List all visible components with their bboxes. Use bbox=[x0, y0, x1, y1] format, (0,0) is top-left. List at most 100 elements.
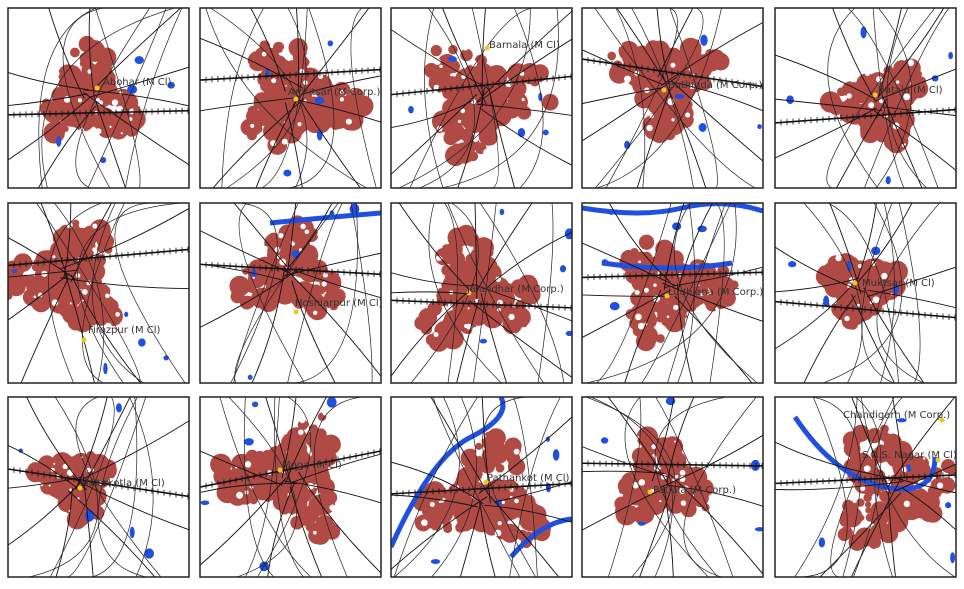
gap bbox=[105, 293, 110, 299]
water-body bbox=[846, 260, 852, 272]
road bbox=[82, 472, 94, 577]
road bbox=[829, 203, 862, 295]
urban-area bbox=[81, 483, 89, 491]
road bbox=[40, 203, 69, 281]
town-marker bbox=[872, 92, 878, 98]
gap bbox=[920, 519, 923, 523]
minor-road bbox=[441, 8, 559, 188]
gap bbox=[915, 120, 919, 124]
urban-area bbox=[453, 92, 471, 110]
panel-border bbox=[390, 7, 573, 189]
gap bbox=[115, 312, 120, 317]
urban-area bbox=[331, 121, 340, 130]
water-body bbox=[552, 449, 560, 461]
urban-area bbox=[61, 107, 81, 127]
gap bbox=[844, 315, 850, 322]
minor-road bbox=[822, 203, 903, 383]
water-body bbox=[18, 448, 23, 453]
gap bbox=[128, 117, 133, 121]
urban-area bbox=[886, 70, 907, 90]
minor-road bbox=[880, 203, 895, 383]
minor-road bbox=[398, 8, 531, 188]
urban-area bbox=[123, 115, 142, 134]
gap bbox=[244, 461, 252, 468]
gap bbox=[438, 285, 442, 289]
gap bbox=[416, 302, 420, 306]
water-body bbox=[600, 437, 609, 444]
map-panel: Abohar (M Cl) bbox=[7, 7, 190, 189]
road bbox=[459, 501, 482, 577]
road bbox=[775, 107, 878, 159]
water-body bbox=[565, 330, 572, 337]
town-marker bbox=[94, 85, 100, 91]
road bbox=[284, 397, 327, 485]
road bbox=[866, 266, 956, 298]
urban-area bbox=[28, 275, 36, 283]
road bbox=[391, 293, 467, 378]
gap bbox=[339, 97, 345, 102]
water-body bbox=[697, 225, 707, 233]
road bbox=[666, 484, 763, 507]
gap bbox=[626, 123, 633, 130]
urban-area bbox=[39, 285, 58, 305]
road bbox=[832, 8, 877, 103]
road bbox=[894, 463, 956, 492]
urban-area bbox=[45, 104, 62, 121]
gap bbox=[701, 244, 708, 251]
road bbox=[582, 49, 664, 86]
road bbox=[295, 8, 299, 94]
gap bbox=[286, 513, 292, 519]
minor-road bbox=[479, 203, 565, 383]
gap bbox=[52, 255, 56, 259]
urban-area bbox=[617, 477, 635, 495]
panel-content: Abohar (M Cl) bbox=[8, 8, 189, 188]
panel-border bbox=[7, 7, 190, 189]
minor-road bbox=[886, 8, 927, 188]
urban-area bbox=[656, 315, 664, 323]
road bbox=[481, 397, 491, 504]
gap bbox=[81, 289, 88, 295]
road bbox=[286, 203, 297, 279]
urban-area bbox=[294, 236, 310, 252]
urban-area bbox=[61, 71, 73, 83]
gap bbox=[336, 218, 343, 225]
urban-area bbox=[70, 47, 80, 58]
urban-area bbox=[75, 514, 88, 527]
minor-road bbox=[393, 397, 478, 577]
gap bbox=[666, 315, 670, 319]
gap bbox=[334, 235, 338, 239]
gap bbox=[838, 491, 844, 497]
urban-area bbox=[231, 453, 253, 476]
urban-area bbox=[685, 487, 699, 500]
road bbox=[442, 8, 487, 105]
gap bbox=[37, 501, 44, 508]
road bbox=[835, 98, 887, 188]
town-label: Abohar (M Cl) bbox=[103, 77, 172, 88]
road bbox=[60, 277, 189, 289]
road bbox=[608, 203, 671, 283]
urban-area bbox=[495, 94, 503, 102]
urban-area bbox=[885, 96, 899, 110]
gap bbox=[92, 247, 97, 253]
gap bbox=[89, 136, 92, 139]
urban-area bbox=[510, 306, 531, 328]
gap bbox=[423, 547, 430, 554]
map-panel: Hoshiarpur (M Cl) bbox=[199, 202, 382, 384]
gap bbox=[75, 273, 81, 278]
gap bbox=[491, 541, 496, 546]
urban-area bbox=[276, 62, 286, 72]
road bbox=[479, 501, 496, 577]
minor-road bbox=[62, 8, 111, 188]
gap bbox=[298, 248, 302, 252]
urban-area bbox=[307, 112, 328, 133]
gap bbox=[33, 120, 36, 123]
gap bbox=[38, 292, 43, 298]
gap bbox=[922, 457, 926, 460]
urban-area bbox=[292, 280, 301, 289]
gap bbox=[905, 95, 910, 100]
minor-road bbox=[432, 397, 521, 577]
town-marker bbox=[939, 417, 945, 423]
urban-area bbox=[848, 87, 865, 105]
gap bbox=[77, 98, 83, 103]
urban-area bbox=[313, 77, 332, 96]
